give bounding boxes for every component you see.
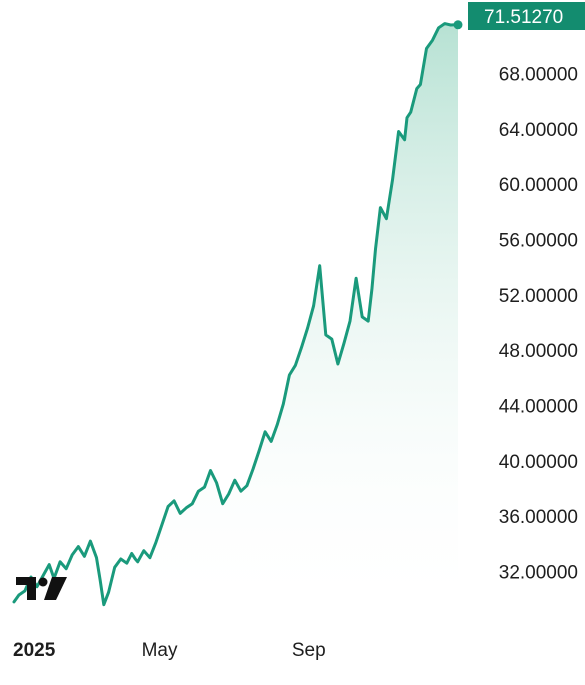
y-tick-label: 40.00000 — [499, 452, 578, 473]
last-price-label: 71.51270 — [484, 7, 563, 28]
tradingview-logo[interactable] — [16, 577, 67, 600]
y-tick-label: 64.00000 — [499, 120, 578, 141]
price-area-fill — [14, 23, 458, 605]
price-line — [12, 22, 460, 607]
y-tick-label: 32.00000 — [499, 562, 578, 583]
y-tick-label: 68.00000 — [499, 64, 578, 85]
y-tick-label: 44.00000 — [499, 396, 578, 417]
x-tick-label: May — [142, 640, 178, 661]
y-tick-label: 52.00000 — [499, 286, 578, 307]
x-tick-label: 2025 — [13, 640, 56, 661]
y-tick-label: 60.00000 — [499, 175, 578, 196]
last-price-marker — [453, 20, 463, 30]
last-price-badge: 71.51270 — [468, 2, 585, 30]
x-axis: 2025 May Sep — [13, 640, 326, 661]
x-tick-label: Sep — [292, 640, 326, 661]
y-tick-label: 48.00000 — [499, 341, 578, 362]
y-axis: 32.00000 36.00000 40.00000 44.00000 48.00000… — [499, 64, 578, 583]
y-tick-label: 56.00000 — [499, 230, 578, 251]
y-tick-label: 36.00000 — [499, 507, 578, 528]
